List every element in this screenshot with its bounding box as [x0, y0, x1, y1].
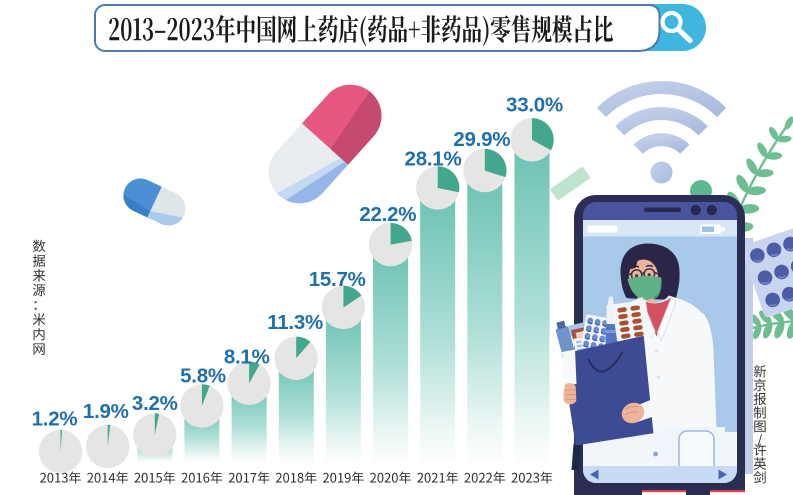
svg-text:1.9%: 1.9%: [83, 400, 129, 423]
svg-text:29.9%: 29.9%: [453, 128, 510, 151]
svg-text:33.0%: 33.0%: [506, 94, 563, 117]
svg-text:15.7%: 15.7%: [309, 268, 366, 291]
svg-text:8.1%: 8.1%: [224, 346, 270, 369]
svg-text:11.3%: 11.3%: [267, 311, 323, 334]
svg-text:1.2%: 1.2%: [32, 408, 78, 431]
svg-text:22.2%: 22.2%: [359, 203, 416, 226]
svg-text:3.2%: 3.2%: [132, 392, 178, 415]
svg-text:28.1%: 28.1%: [405, 148, 462, 171]
svg-text:5.8%: 5.8%: [180, 365, 226, 388]
